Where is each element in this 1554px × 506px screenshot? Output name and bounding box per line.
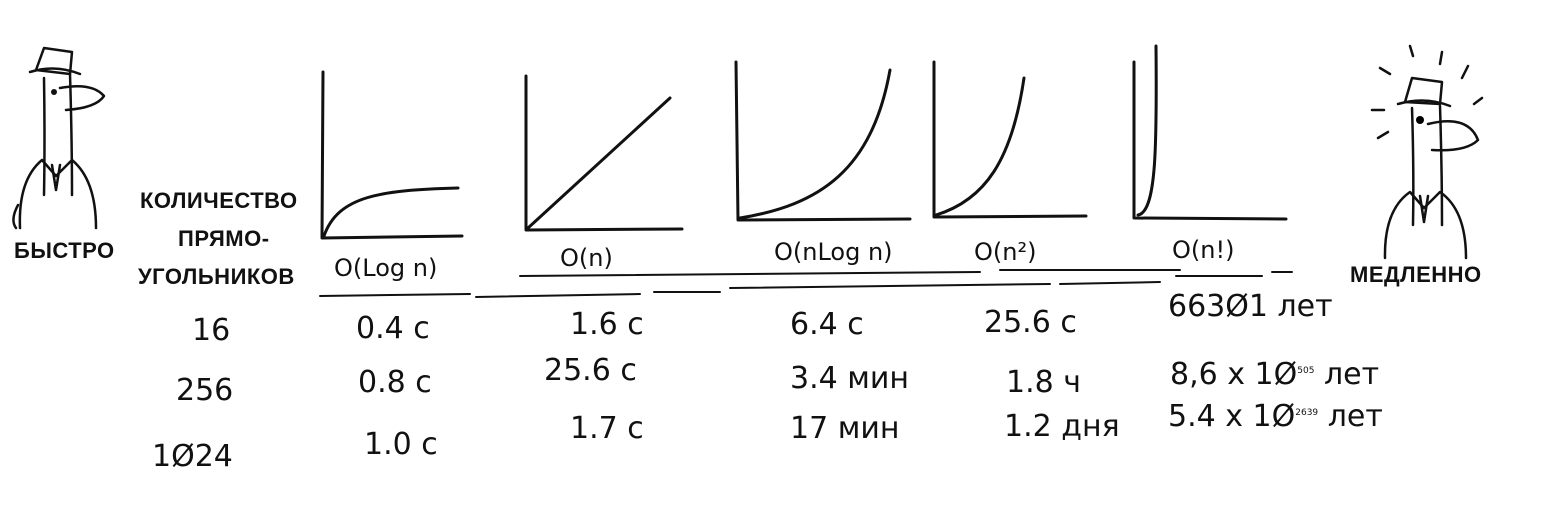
cell-n-factorial-256-mantissa: 8,6 x 1Ø (1170, 357, 1298, 392)
graph-n-factorial (1132, 44, 1288, 221)
column-label-n: O(n) (560, 244, 613, 272)
fast-label: БЫСТРО (14, 238, 115, 263)
cell-n-16: 1.6 с (570, 307, 644, 342)
cell-n-squared-16: 25.6 с (984, 305, 1077, 340)
graph-n-squared (932, 60, 1088, 219)
row-n-256: 256 (176, 373, 234, 408)
cell-n-factorial-16: 663Ø1 лет (1168, 289, 1333, 324)
count-header-line-1: КОЛИЧЕСТВО (140, 188, 298, 213)
graph-log-n (320, 70, 464, 240)
column-label-n-log-n: O(nLog n) (774, 238, 893, 266)
cell-log-n-256: 0.8 с (358, 365, 432, 400)
cell-n-1024: 1.7 с (570, 411, 644, 446)
cell-n-factorial-1024-exponent: 2639 (1295, 408, 1319, 418)
header-separators (319, 269, 1293, 298)
count-header-line-3: УГОЛЬНИКОВ (138, 264, 295, 289)
cell-n-factorial-256-unit: лет (1323, 357, 1380, 392)
cell-n-log-n-1024: 17 мин (790, 411, 900, 446)
cell-n-squared-1024: 1.2 дня (1004, 409, 1120, 444)
graph-n-log-n (734, 60, 912, 222)
cell-n-256: 25.6 с (544, 353, 637, 388)
fast-bird-illustration (12, 46, 106, 230)
count-header-line-2: ПРЯМО- (178, 226, 270, 251)
column-label-n-squared: O(n²) (974, 238, 1037, 266)
row-n-16: 16 (192, 313, 231, 348)
cell-n-squared-256: 1.8 ч (1006, 365, 1081, 400)
slow-bird-illustration (1370, 44, 1484, 260)
cell-n-log-n-16: 6.4 с (790, 307, 864, 342)
cell-log-n-1024: 1.0 с (364, 427, 438, 462)
graph-n (524, 74, 684, 232)
cell-n-factorial-1024-mantissa: 5.4 x 1Ø (1168, 399, 1296, 434)
column-label-log-n: O(Log n) (334, 254, 438, 282)
slow-label: МЕДЛЕННО (1350, 262, 1482, 287)
cell-n-log-n-256: 3.4 мин (790, 361, 909, 396)
cell-n-factorial-256-exponent: 505 (1297, 366, 1315, 376)
cell-log-n-16: 0.4 с (356, 311, 430, 346)
cell-n-factorial-1024: 5.4 x 1Ø2639 лет (1168, 402, 1383, 432)
column-label-n-factorial: O(n!) (1172, 236, 1235, 264)
cell-n-factorial-1024-unit: лет (1327, 399, 1383, 434)
cell-n-factorial-256: 8,6 x 1Ø505 лет (1170, 360, 1379, 390)
row-n-1024: 1Ø24 (152, 439, 233, 474)
